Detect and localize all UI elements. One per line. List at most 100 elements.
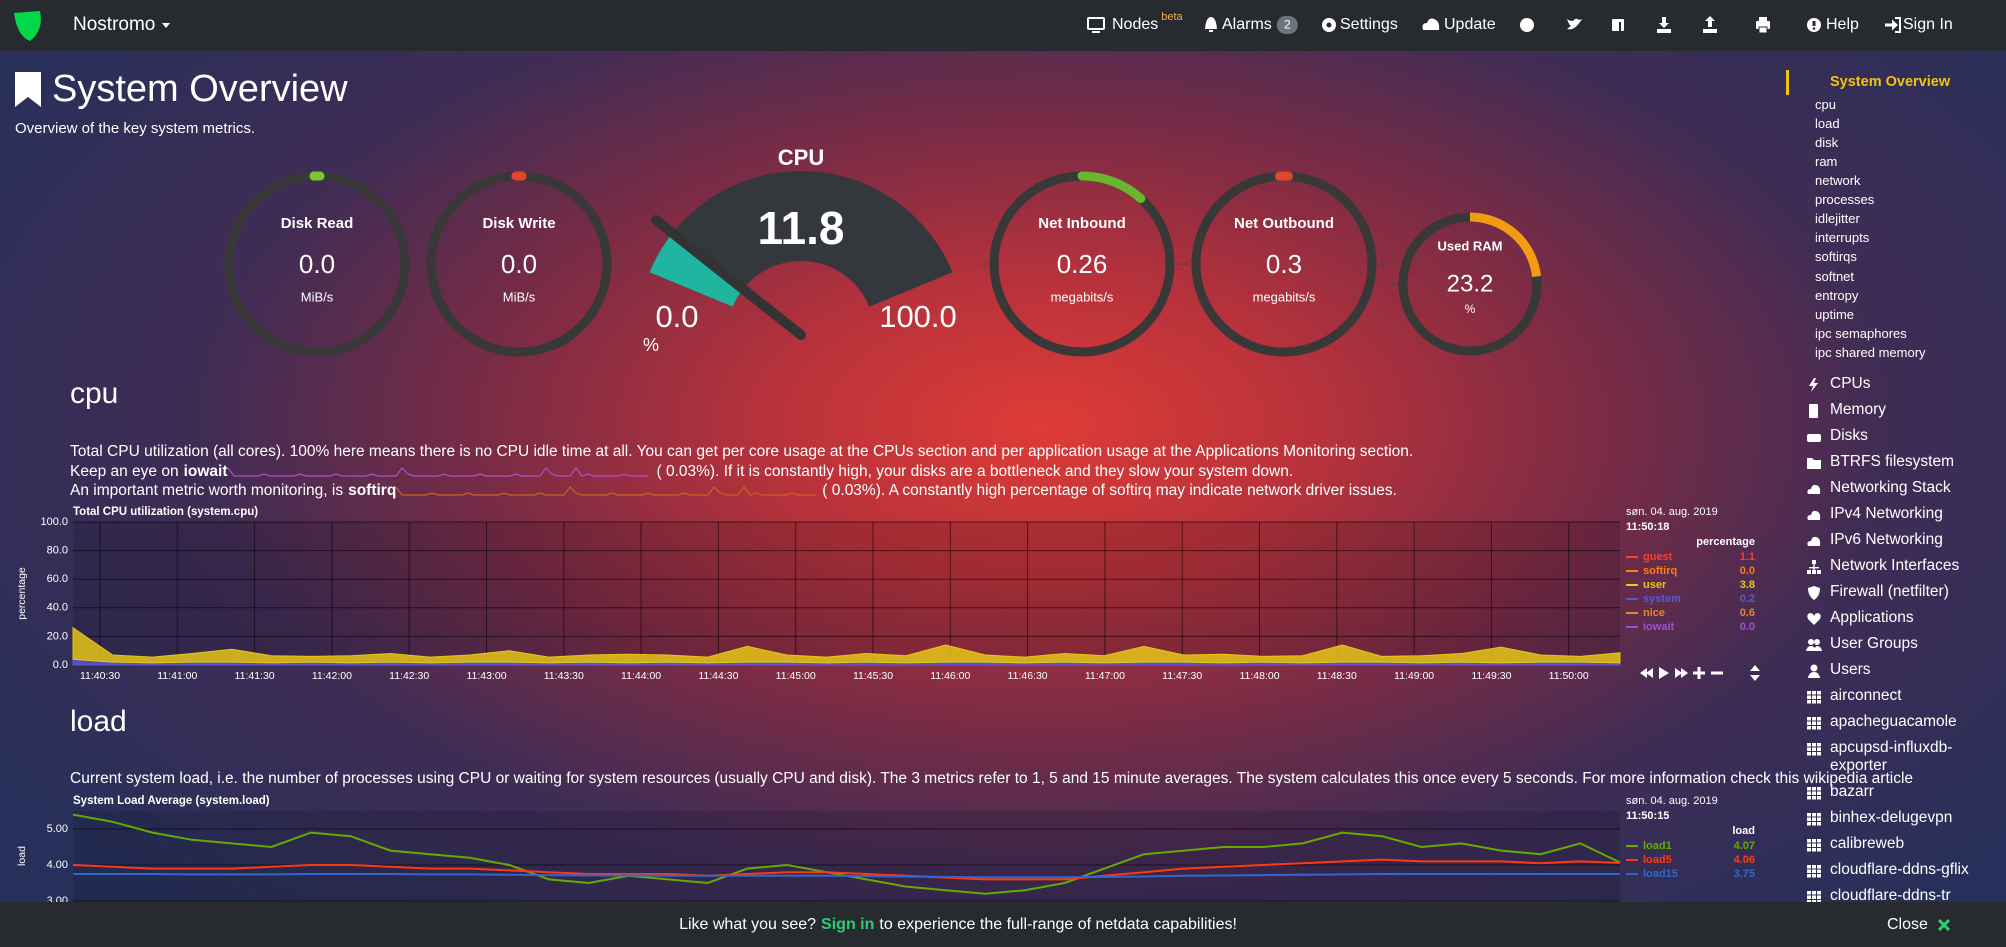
twitter-button[interactable] <box>1567 18 1582 30</box>
sidebar-item-label[interactable]: User Groups <box>1830 635 1918 652</box>
nav-item[interactable]: Sign In <box>1885 16 1953 33</box>
legend-entry[interactable]: user 3.8 <box>1626 579 1755 591</box>
resize[interactable] <box>1750 665 1760 681</box>
upload-button[interactable] <box>1703 16 1717 33</box>
nav-item[interactable]: Settings <box>1322 16 1398 33</box>
legend-entry[interactable]: load5 4.06 <box>1626 854 1755 866</box>
close-button[interactable]: Close <box>1887 915 1950 935</box>
sidebar-item[interactable]: Users <box>1806 657 2002 683</box>
sidebar-item[interactable]: bazarr <box>1806 779 2002 805</box>
sidebar-item-label[interactable]: Network Interfaces <box>1830 557 1960 574</box>
sidebar-subitem[interactable]: cpu <box>1815 97 1836 112</box>
sidebar-item[interactable]: BTRFS filesystem <box>1806 449 2002 475</box>
sidebar-subitem[interactable]: softirqs <box>1815 249 1857 265</box>
sidebar-item-label[interactable]: binhex-delugevpn <box>1830 809 1953 826</box>
sidebar-item-label[interactable]: Disks <box>1830 427 1868 444</box>
sidebar-item-label[interactable]: Firewall (netfilter) <box>1830 583 1949 600</box>
sidebar-item[interactable]: Firewall (netfilter) <box>1806 579 2002 605</box>
sidebar-subitem[interactable]: entropy <box>1815 287 1859 303</box>
sidebar-item[interactable]: Disks <box>1806 423 2002 449</box>
close-label[interactable]: Close <box>1887 916 1928 933</box>
sidebar-subitem[interactable]: ipc semaphores <box>1815 325 1907 341</box>
sidebar-subitem[interactable]: network <box>1815 173 1861 189</box>
print-button[interactable] <box>1756 17 1770 34</box>
sidebar-subitem[interactable]: softnet <box>1815 268 1855 284</box>
nav-item[interactable]: Update <box>1422 16 1496 33</box>
sidebar-item-label[interactable]: Memory <box>1830 401 1886 418</box>
legend-name[interactable]: iowait <box>1643 621 1675 633</box>
sidebar-item[interactable]: CPUs <box>1806 371 2002 397</box>
sidebar-item-label[interactable]: calibreweb <box>1830 835 1905 852</box>
legend-name[interactable]: guest <box>1643 551 1673 563</box>
legend-entry[interactable]: iowait 0.0 <box>1626 621 1755 633</box>
sidebar-item[interactable]: Networking Stack <box>1806 475 2002 501</box>
brand[interactable]: Nostromo <box>73 14 155 35</box>
sidebar-item[interactable]: cloudflare-ddns-gflix <box>1806 857 2002 883</box>
play[interactable] <box>1659 667 1669 679</box>
sidebar-subitem[interactable]: interrupts <box>1815 230 1870 246</box>
sidebar-subitem[interactable]: ipc shared memory <box>1815 344 1926 360</box>
nav-label[interactable]: Help <box>1826 16 1859 33</box>
nav-label[interactable]: Nodes <box>1112 16 1158 33</box>
sidebar-subitem[interactable]: processes <box>1815 192 1875 208</box>
sidebar-item[interactable]: binhex-delugevpn <box>1806 805 2002 831</box>
sidebar-subitem[interactable]: ram <box>1815 154 1838 170</box>
legend-name[interactable]: user <box>1643 579 1667 591</box>
sidebar-item[interactable]: IPv4 Networking <box>1806 501 2002 527</box>
nav-item[interactable]: Help <box>1807 16 1859 33</box>
legend-name[interactable]: nice <box>1643 607 1665 619</box>
pan-left[interactable] <box>1640 668 1653 678</box>
zoom-out[interactable] <box>1711 671 1723 675</box>
legend-entry[interactable]: guest 1.1 <box>1626 551 1755 563</box>
legend-entry[interactable]: system 0.2 <box>1626 593 1755 605</box>
github-button[interactable] <box>1520 18 1534 32</box>
sidebar-item[interactable]: apacheguacamole <box>1806 709 2002 735</box>
sidebar-subitem[interactable]: disk <box>1815 135 1839 151</box>
nav-label[interactable]: Settings <box>1340 16 1398 33</box>
sidebar-item-label[interactable]: bazarr <box>1830 783 1874 800</box>
facebook-button[interactable] <box>1612 19 1624 31</box>
nav-label[interactable]: Sign In <box>1903 16 1953 33</box>
sidebar-item[interactable]: IPv6 Networking <box>1806 527 2002 553</box>
sidebar-active[interactable]: System Overview <box>1830 74 1951 90</box>
sidebar-item-label[interactable]: IPv4 Networking <box>1830 505 1943 522</box>
sidebar-subitem[interactable]: idlejitter <box>1815 211 1860 227</box>
legend-entry[interactable]: nice 0.6 <box>1626 607 1755 619</box>
sidebar-item[interactable]: calibreweb <box>1806 831 2002 857</box>
sidebar-item[interactable]: Memory <box>1806 397 2002 423</box>
close-icon[interactable] <box>1937 919 1950 931</box>
sidebar-item-label[interactable]: cloudflare-ddns-gflix <box>1830 861 1969 878</box>
sidebar-item-label[interactable]: airconnect <box>1830 687 1902 704</box>
logo[interactable] <box>14 11 41 41</box>
legend-name[interactable]: softirq <box>1643 565 1677 577</box>
sidebar-item-label[interactable]: IPv6 Networking <box>1830 531 1943 548</box>
legend-name[interactable]: load15 <box>1643 868 1678 880</box>
sidebar-item[interactable]: User Groups <box>1806 631 2002 657</box>
zoom-in[interactable] <box>1693 667 1705 679</box>
sidebar-subitem[interactable]: uptime <box>1815 306 1855 322</box>
sidebar-item-label[interactable]: apcupsd-influxdb-exporter <box>1830 739 1953 774</box>
sidebar-item-label[interactable]: apacheguacamole <box>1830 713 1957 730</box>
sidebar-item[interactable]: cloudflare-ddns-tr <box>1806 883 2002 909</box>
nav-item[interactable]: Alarms 2 <box>1205 16 1298 34</box>
sidebar-item-label[interactable]: Users <box>1830 661 1871 678</box>
sidebar-item[interactable]: Applications <box>1806 605 2002 631</box>
pan-right[interactable] <box>1675 668 1688 678</box>
legend-entry[interactable]: load15 3.75 <box>1626 868 1755 880</box>
download-button[interactable] <box>1657 17 1671 33</box>
sidebar-item[interactable]: apcupsd-influxdb-exporter <box>1806 735 2002 779</box>
legend-entry[interactable]: load1 4.07 <box>1626 840 1755 852</box>
legend-name[interactable]: load1 <box>1643 840 1672 852</box>
legend-name[interactable]: load5 <box>1643 854 1672 866</box>
legend-entry[interactable]: softirq 0.0 <box>1626 565 1755 577</box>
nav-label[interactable]: Alarms <box>1222 16 1272 33</box>
footer-link[interactable]: Sign in <box>821 916 875 933</box>
sidebar-item-label[interactable]: cloudflare-ddns-tr <box>1830 887 1951 904</box>
sidebar-item-label[interactable]: BTRFS filesystem <box>1830 453 1955 470</box>
sidebar-subitem[interactable]: load <box>1815 116 1840 132</box>
sidebar-item-label[interactable]: Networking Stack <box>1830 479 1951 496</box>
sidebar-item[interactable]: Network Interfaces <box>1806 553 2002 579</box>
sidebar-item-label[interactable]: CPUs <box>1830 375 1871 392</box>
nav-label[interactable]: Update <box>1444 16 1496 33</box>
sidebar-item[interactable]: airconnect <box>1806 683 2002 709</box>
